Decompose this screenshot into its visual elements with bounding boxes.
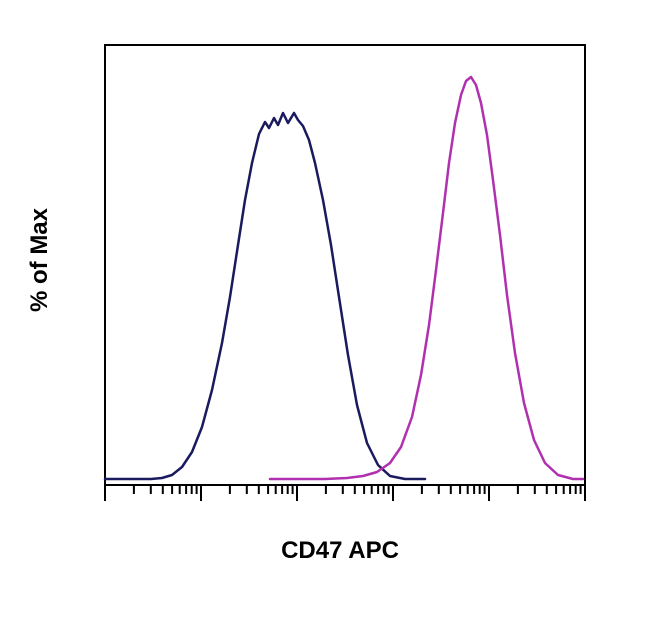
series-control	[105, 113, 425, 479]
plot-area	[100, 40, 620, 520]
y-axis-label: % of Max	[26, 208, 54, 312]
histogram-chart: % of Max CD47 APC	[0, 0, 650, 619]
x-axis-label: CD47 APC	[281, 537, 399, 565]
series-stained	[270, 77, 583, 479]
